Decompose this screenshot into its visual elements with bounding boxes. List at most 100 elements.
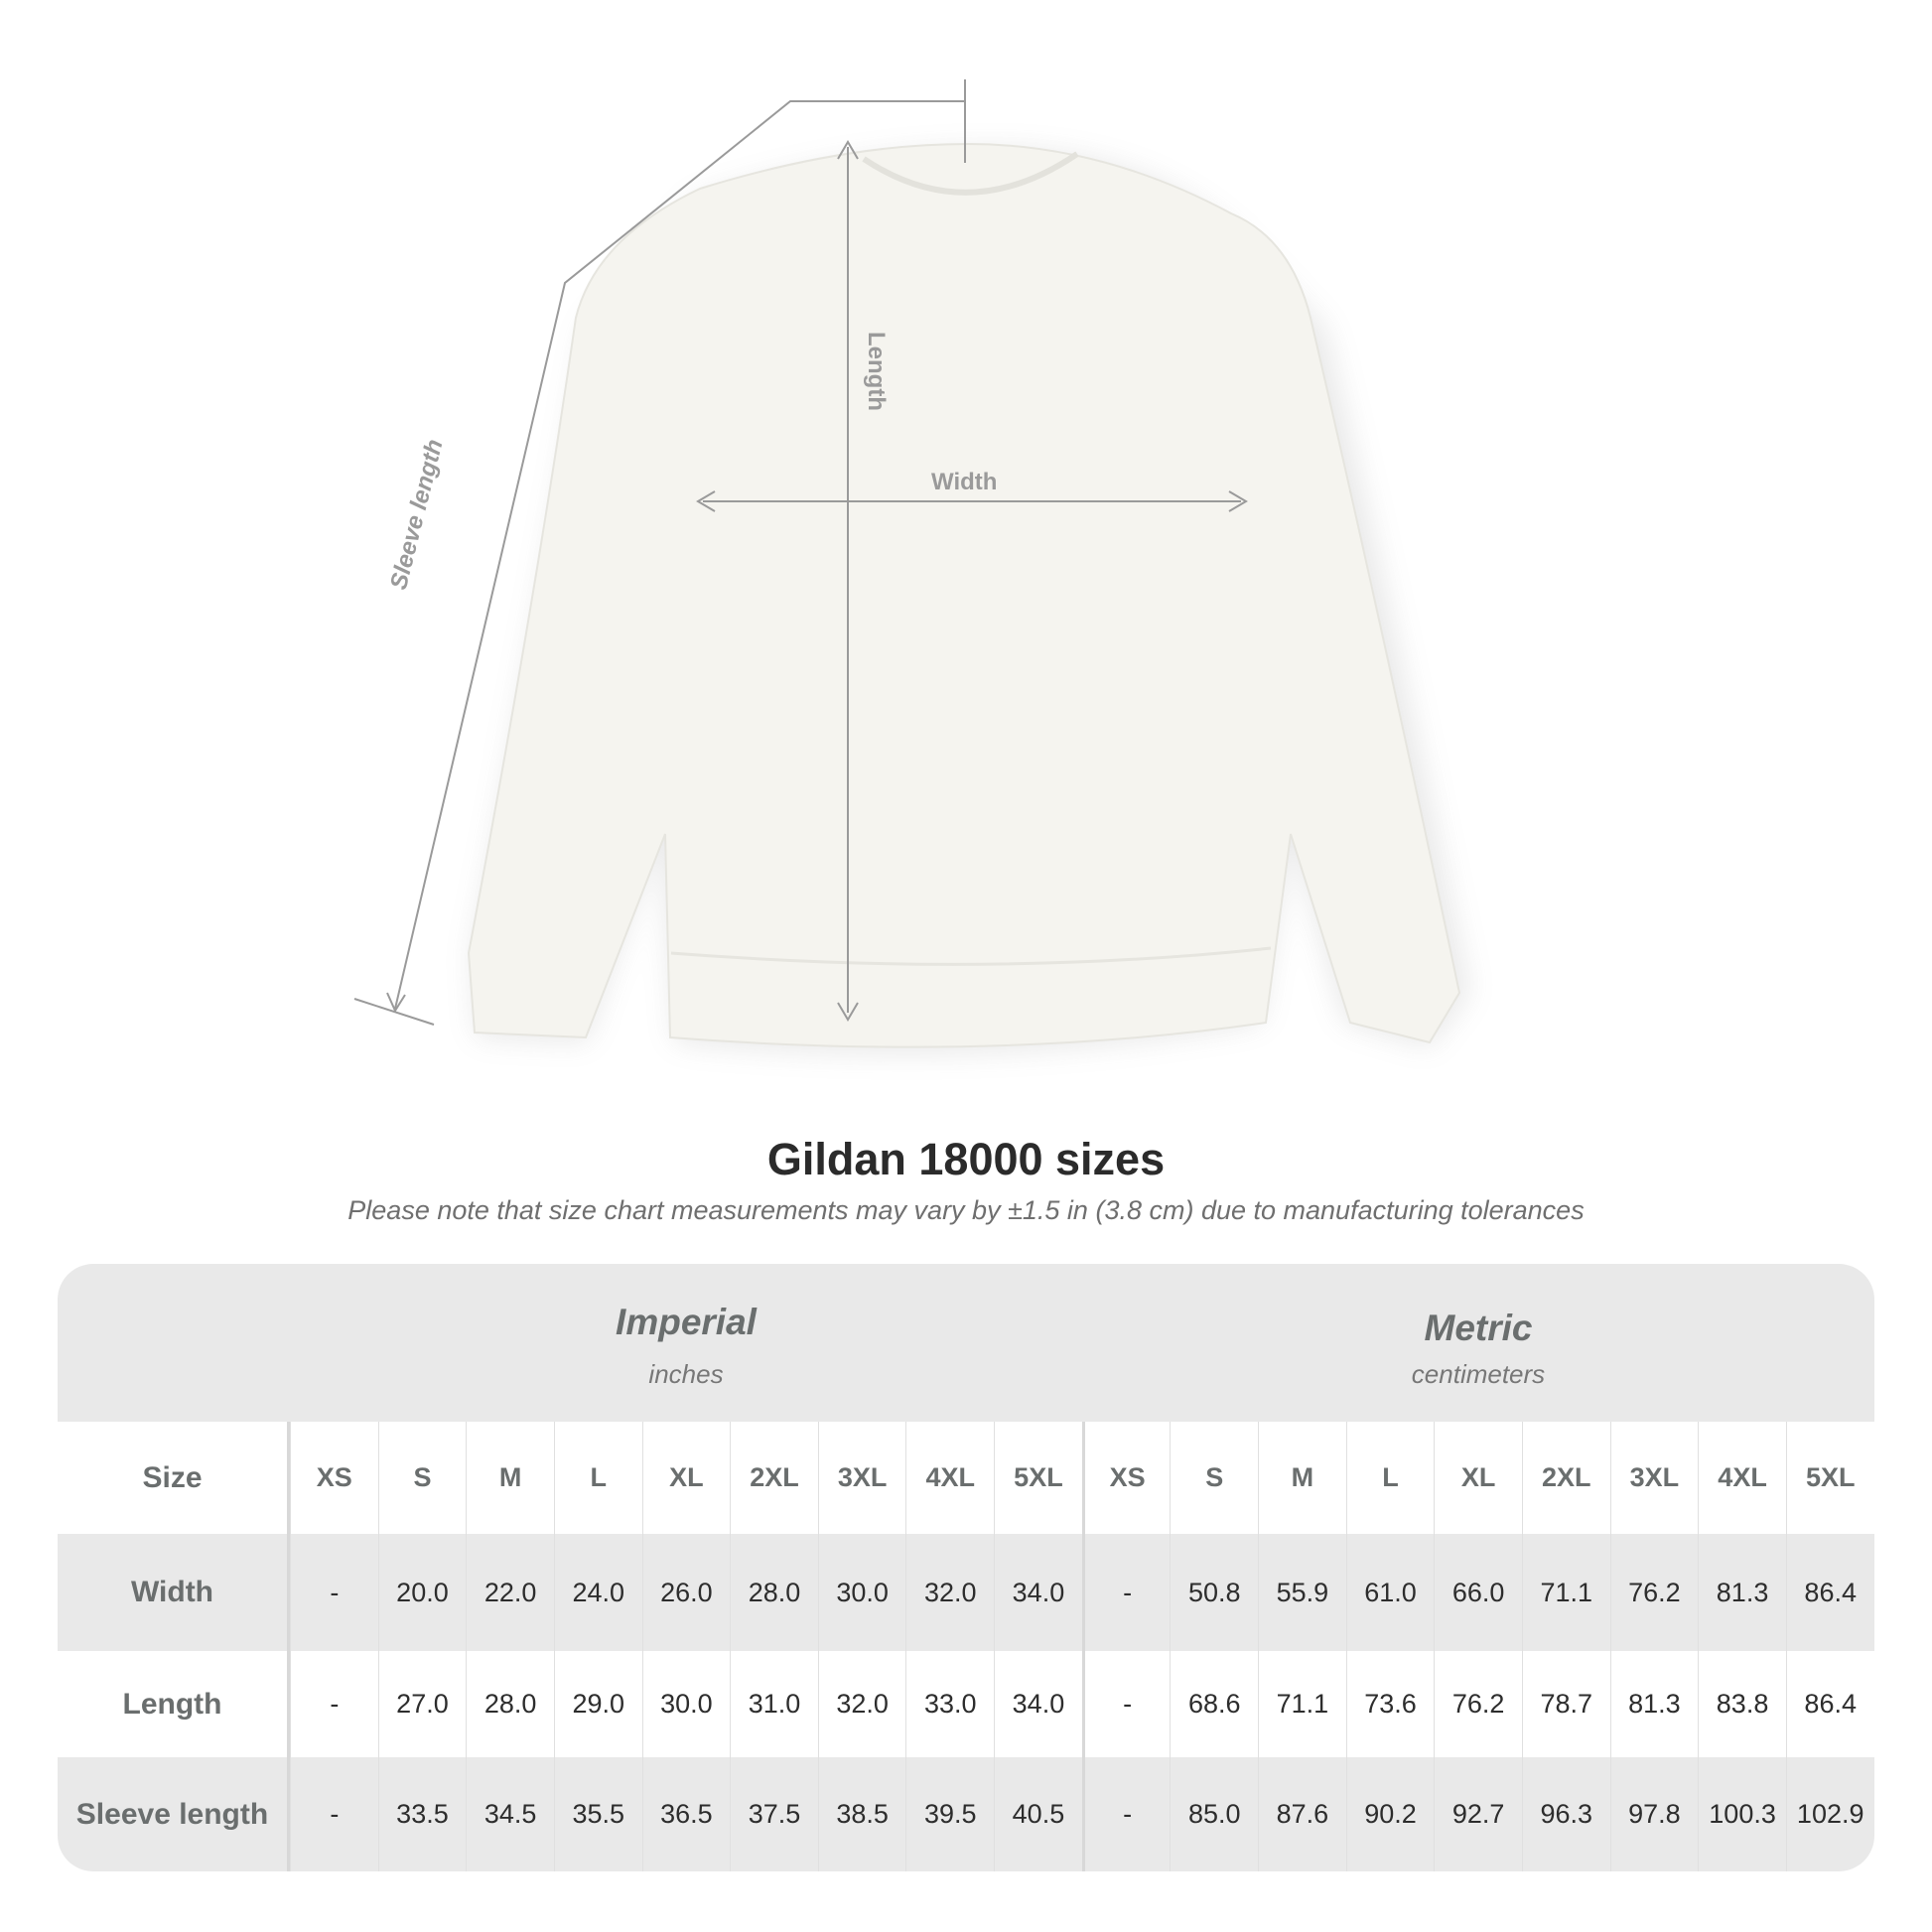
value-cell: 73.6 — [1345, 1651, 1435, 1757]
measure-lines — [353, 79, 1248, 1026]
length-label: Length — [862, 332, 890, 411]
metric-unit: centimeters — [1411, 1359, 1546, 1389]
sweatshirt-body — [467, 142, 1461, 1048]
value-cell: 22.0 — [466, 1534, 554, 1651]
value-cell: 38.5 — [817, 1757, 906, 1871]
size-header-cell: S — [1170, 1422, 1258, 1534]
length-arrow-bottom — [837, 1002, 859, 1022]
value-cell: 68.6 — [1170, 1651, 1258, 1757]
row-label: Width — [58, 1534, 290, 1651]
value-cell: 78.7 — [1521, 1651, 1610, 1757]
value-cell: - — [1081, 1757, 1171, 1871]
size-header-cell: 4XL — [1698, 1422, 1786, 1534]
value-cell: - — [290, 1534, 378, 1651]
width-arrow-left — [696, 490, 716, 512]
value-cell: - — [290, 1651, 378, 1757]
value-cell: 55.9 — [1258, 1534, 1346, 1651]
row-label: Size — [58, 1422, 290, 1534]
size-header-cell: M — [466, 1422, 554, 1534]
value-cell: 32.0 — [817, 1651, 906, 1757]
size-header-cell: M — [1258, 1422, 1346, 1534]
waistband — [670, 946, 1272, 966]
table-header-band — [58, 1264, 1874, 1422]
metric-header: Metric centimeters — [1082, 1308, 1874, 1390]
size-header-cell: L — [1345, 1422, 1435, 1534]
value-cell: 26.0 — [641, 1534, 731, 1651]
table-row: Sleeve length -33.5 34.5 35.5 36.5 37.5 38.5 39… — [58, 1757, 1874, 1871]
value-cell: 27.0 — [377, 1651, 467, 1757]
value-cell: 102.9 — [1785, 1757, 1874, 1871]
size-header-cell: XL — [1434, 1422, 1522, 1534]
value-cell: 71.1 — [1521, 1534, 1610, 1651]
value-cell: 85.0 — [1170, 1757, 1258, 1871]
size-table: Imperial inches Metric centimeters Size X… — [58, 1264, 1874, 1871]
value-cell: 31.0 — [730, 1651, 818, 1757]
value-cell: 92.7 — [1434, 1757, 1522, 1871]
page-title: Gildan 18000 sizes — [766, 1134, 1166, 1184]
value-cell: 37.5 — [730, 1757, 818, 1871]
size-header-cell: 5XL — [1785, 1422, 1874, 1534]
value-cell: 24.0 — [553, 1534, 642, 1651]
value-cell: 97.8 — [1609, 1757, 1699, 1871]
imperial-header: Imperial inches — [290, 1302, 1082, 1390]
row-label: Length — [58, 1651, 290, 1757]
value-cell: 96.3 — [1521, 1757, 1610, 1871]
value-cell: - — [290, 1757, 378, 1871]
length-arrow-top — [837, 140, 859, 160]
imperial-title: Imperial — [616, 1302, 757, 1342]
width-label: Width — [931, 469, 998, 495]
value-cell: 39.5 — [905, 1757, 994, 1871]
value-cell: 34.0 — [994, 1651, 1082, 1757]
value-cell: 30.0 — [817, 1534, 906, 1651]
size-header-cell: 4XL — [905, 1422, 994, 1534]
value-cell: 83.8 — [1698, 1651, 1786, 1757]
size-header-cell: S — [377, 1422, 467, 1534]
size-header-cell: XS — [1081, 1422, 1171, 1534]
value-cell: 36.5 — [641, 1757, 731, 1871]
value-cell: - — [1081, 1534, 1171, 1651]
value-cell: 66.0 — [1434, 1534, 1522, 1651]
value-cell: 29.0 — [553, 1651, 642, 1757]
value-cell: 100.3 — [1698, 1757, 1786, 1871]
size-header-cell: XS — [290, 1422, 378, 1534]
width-arrow-right — [1228, 490, 1248, 512]
value-cell: 76.2 — [1609, 1534, 1699, 1651]
value-cell: 81.3 — [1698, 1534, 1786, 1651]
tolerance-note: Please note that size chart measurements… — [347, 1195, 1585, 1225]
value-cell: 50.8 — [1170, 1534, 1258, 1651]
value-cell: 34.0 — [994, 1534, 1082, 1651]
value-cell: 20.0 — [377, 1534, 467, 1651]
size-header-cell: 3XL — [817, 1422, 906, 1534]
size-header-cell: 3XL — [1609, 1422, 1699, 1534]
value-cell: 87.6 — [1258, 1757, 1346, 1871]
value-cell: 86.4 — [1785, 1534, 1874, 1651]
value-cell: 30.0 — [641, 1651, 731, 1757]
value-cell: 81.3 — [1609, 1651, 1699, 1757]
sweatshirt-diagram — [353, 79, 1469, 1054]
value-cell: 33.5 — [377, 1757, 467, 1871]
size-header-cell: 2XL — [730, 1422, 818, 1534]
sleeve-line — [394, 100, 965, 1010]
value-cell: 40.5 — [994, 1757, 1082, 1871]
table-row: Width -20.0 22.0 24.0 26.0 28.0 30.0 32.0 34.0-5… — [58, 1534, 1874, 1651]
value-cell: 35.5 — [553, 1757, 642, 1871]
imperial-unit: inches — [648, 1359, 724, 1389]
value-cell: - — [1081, 1651, 1171, 1757]
value-cell: 61.0 — [1345, 1534, 1435, 1651]
value-cell: 32.0 — [905, 1534, 994, 1651]
size-header-cell: 2XL — [1521, 1422, 1610, 1534]
value-cell: 28.0 — [466, 1651, 554, 1757]
value-cell: 90.2 — [1345, 1757, 1435, 1871]
size-header-cell: 5XL — [994, 1422, 1082, 1534]
size-header-cell: L — [553, 1422, 642, 1534]
value-cell: 86.4 — [1785, 1651, 1874, 1757]
value-cell: 76.2 — [1434, 1651, 1522, 1757]
table-row: Length -27.0 28.0 29.0 30.0 31.0 32.0 33.0 34.0-… — [58, 1651, 1874, 1757]
collar — [862, 151, 1079, 196]
metric-title: Metric — [1424, 1308, 1533, 1348]
row-label: Sleeve length — [58, 1757, 290, 1871]
value-cell: 71.1 — [1258, 1651, 1346, 1757]
value-cell: 33.0 — [905, 1651, 994, 1757]
value-cell: 34.5 — [466, 1757, 554, 1871]
value-cell: 28.0 — [730, 1534, 818, 1651]
